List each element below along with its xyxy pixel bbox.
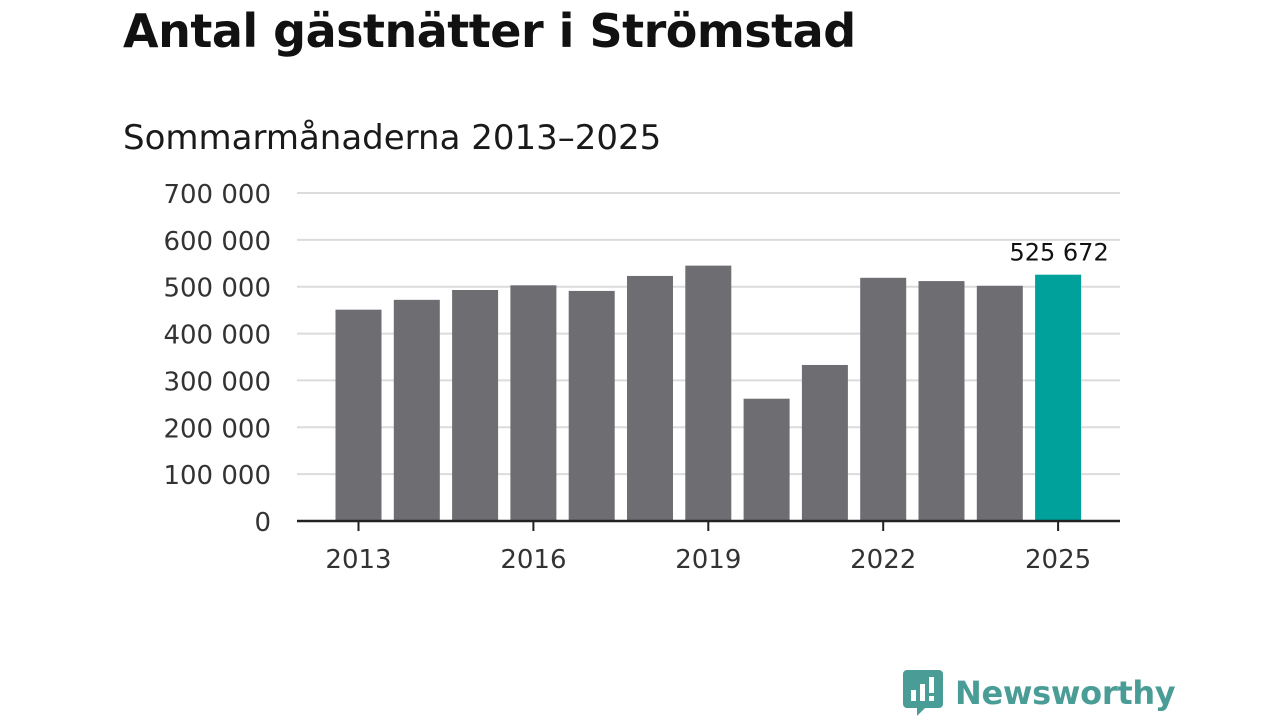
bar-chart-speech-bubble-icon	[903, 670, 943, 716]
bar-2024	[976, 285, 1023, 521]
y-tick-label: 600 000	[163, 227, 271, 257]
bar-2016	[510, 285, 557, 521]
bar-2017	[568, 290, 615, 521]
chart-title: Antal gästnätter i Strömstad	[123, 4, 856, 58]
bar-2014	[393, 299, 440, 521]
x-tick-label: 2013	[325, 545, 391, 575]
bar-2025	[1035, 274, 1082, 521]
x-tick-label: 2019	[675, 545, 741, 575]
bar-2018	[627, 275, 673, 521]
y-tick-label: 400 000	[163, 321, 271, 351]
bar-chart: 0 100 000 200 000 300 000 400 000 500 000 600 …	[163, 180, 1120, 575]
data-label: 525 672	[1009, 239, 1108, 267]
bar-2013	[335, 309, 382, 521]
y-tick-label: 700 000	[163, 180, 271, 210]
y-tick-label: 300 000	[163, 367, 271, 397]
bar-2020	[743, 398, 790, 521]
y-tick-label: 200 000	[163, 414, 271, 444]
chart-subtitle: Sommarmånaderna 2013–2025	[123, 118, 662, 158]
bar-2015	[452, 289, 499, 521]
y-tick-label: 500 000	[163, 274, 271, 304]
bar-2023	[918, 281, 965, 521]
bar-2021	[801, 364, 848, 521]
y-tick-label: 100 000	[163, 461, 271, 491]
x-tick-label: 2025	[1025, 545, 1091, 575]
bar-2019	[685, 265, 732, 521]
brand-name: Newsworthy	[955, 674, 1176, 712]
brand: Newsworthy	[903, 670, 1176, 716]
x-tick-label: 2022	[850, 545, 916, 575]
x-tick-label: 2016	[500, 545, 566, 575]
bar-2022	[860, 277, 907, 521]
y-tick-label: 0	[254, 508, 271, 538]
